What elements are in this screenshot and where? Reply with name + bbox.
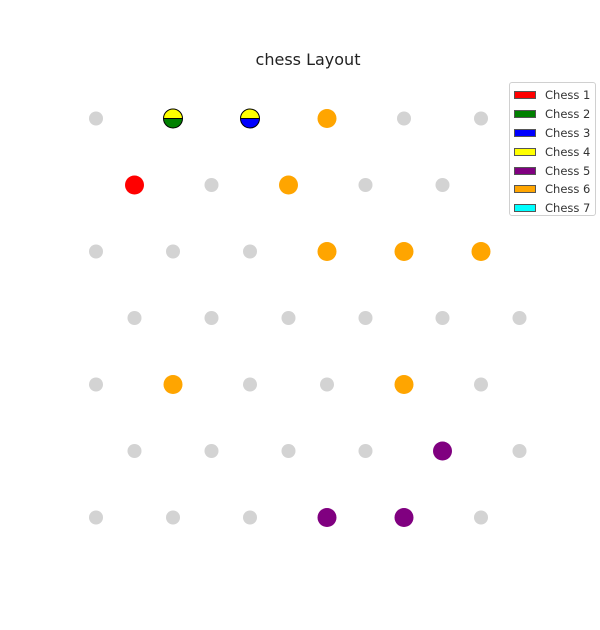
empty-slot <box>474 111 488 126</box>
chess-piece <box>163 375 183 394</box>
empty-slot <box>166 244 180 259</box>
empty-slot <box>358 444 373 458</box>
empty-slot <box>243 377 257 392</box>
empty-slot <box>127 311 142 325</box>
empty-slot <box>397 111 411 126</box>
chess-piece <box>125 175 144 195</box>
legend-label: Chess 4 <box>545 144 591 159</box>
empty-slot <box>320 377 334 392</box>
empty-slot <box>358 178 373 192</box>
empty-slot <box>435 178 450 192</box>
empty-slot <box>204 444 219 458</box>
empty-slot <box>89 377 103 392</box>
chess-piece-top-half <box>240 109 260 119</box>
chess-piece <box>317 109 337 128</box>
legend-item: Chess 6 <box>510 180 595 199</box>
empty-slot <box>474 510 488 525</box>
chart-title: chess Layout <box>255 50 361 69</box>
legend-item: Chess 5 <box>510 161 595 180</box>
empty-slot <box>358 311 373 325</box>
legend: Chess 1 Chess 2 Chess 3 Chess 4 Chess 5 Chess… <box>509 82 596 216</box>
legend-label: Chess 7 <box>545 201 591 216</box>
legend-swatch <box>514 91 536 100</box>
legend-item: Chess 7 <box>510 199 595 218</box>
empty-slot <box>127 444 142 458</box>
empty-slot <box>89 510 103 525</box>
legend-item: Chess 1 <box>510 86 595 105</box>
empty-slot <box>435 311 450 325</box>
legend-item: Chess 3 <box>510 124 595 143</box>
legend-swatch <box>514 204 536 213</box>
chess-piece-bottom-half <box>240 118 260 128</box>
legend-label: Chess 1 <box>545 88 591 103</box>
empty-slot <box>512 444 527 458</box>
legend-item: Chess 2 <box>510 105 595 124</box>
chess-piece <box>279 175 298 195</box>
empty-slot <box>512 311 527 325</box>
chess-piece <box>433 441 452 461</box>
empty-slot <box>204 311 219 325</box>
chess-piece <box>394 508 414 527</box>
legend-swatch <box>514 128 536 137</box>
legend-swatch <box>514 110 536 119</box>
chess-piece <box>394 375 414 394</box>
chess-piece <box>317 242 337 261</box>
empty-slot <box>243 510 257 525</box>
empty-slot <box>89 111 103 126</box>
chess-piece-top-half <box>163 109 183 119</box>
legend-swatch <box>514 147 536 156</box>
chess-piece-bottom-half <box>163 118 183 128</box>
chess-piece <box>471 242 491 261</box>
legend-swatch <box>514 166 536 175</box>
empty-slot <box>89 244 103 259</box>
empty-slot <box>281 444 296 458</box>
chess-piece <box>317 508 337 527</box>
legend-label: Chess 6 <box>545 182 591 197</box>
legend-label: Chess 5 <box>545 163 591 178</box>
legend-label: Chess 3 <box>545 125 591 140</box>
legend-label: Chess 2 <box>545 107 591 122</box>
empty-slot <box>204 178 219 192</box>
empty-slot <box>243 244 257 259</box>
legend-swatch <box>514 185 536 194</box>
empty-slot <box>281 311 296 325</box>
empty-slot <box>166 510 180 525</box>
empty-slot <box>474 377 488 392</box>
legend-item: Chess 4 <box>510 142 595 161</box>
chess-piece <box>394 242 414 261</box>
